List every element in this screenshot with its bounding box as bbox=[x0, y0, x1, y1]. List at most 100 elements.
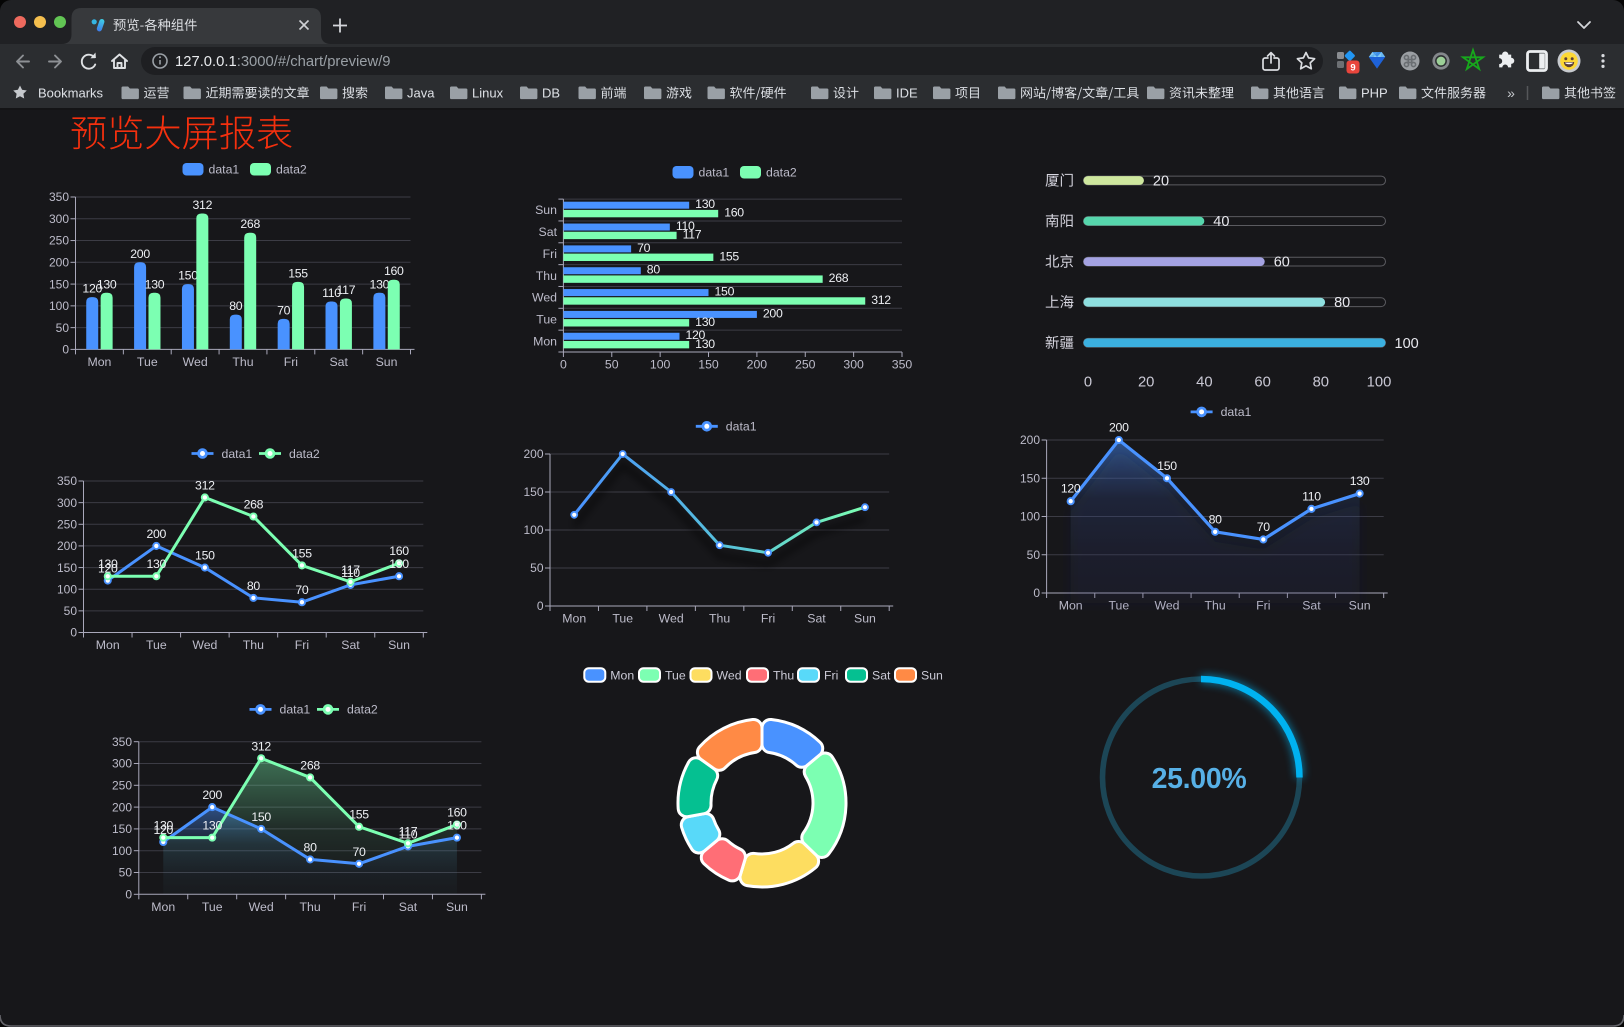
svg-text:0: 0 bbox=[560, 358, 567, 372]
svg-text:Mon: Mon bbox=[96, 638, 120, 652]
svg-text:data1: data1 bbox=[726, 420, 757, 434]
svg-text:312: 312 bbox=[195, 478, 215, 492]
svg-text:250: 250 bbox=[112, 779, 132, 793]
svg-text:IDE: IDE bbox=[896, 86, 918, 101]
svg-text:130: 130 bbox=[370, 277, 390, 291]
svg-text:Sun: Sun bbox=[388, 638, 410, 652]
svg-text:Wed: Wed bbox=[532, 291, 557, 305]
svg-text:80: 80 bbox=[1313, 375, 1329, 391]
svg-text:0: 0 bbox=[70, 626, 77, 640]
svg-text:155: 155 bbox=[288, 266, 308, 280]
svg-text:80: 80 bbox=[1334, 295, 1350, 311]
svg-text:Thu: Thu bbox=[536, 269, 557, 283]
svg-text:data1: data1 bbox=[280, 703, 311, 717]
svg-text:150: 150 bbox=[49, 277, 69, 291]
svg-text:150: 150 bbox=[1157, 459, 1177, 473]
svg-text:70: 70 bbox=[637, 241, 651, 255]
svg-text:PHP: PHP bbox=[1361, 86, 1388, 101]
svg-text:300: 300 bbox=[57, 496, 77, 510]
svg-text:Fri: Fri bbox=[295, 638, 309, 652]
svg-text:300: 300 bbox=[843, 358, 864, 372]
svg-text:100: 100 bbox=[1020, 510, 1040, 524]
svg-text:130: 130 bbox=[97, 277, 117, 291]
svg-text:150: 150 bbox=[698, 358, 719, 372]
svg-text:100: 100 bbox=[650, 358, 671, 372]
svg-text:250: 250 bbox=[57, 517, 77, 531]
svg-text:»: » bbox=[1507, 85, 1515, 101]
svg-text:data1: data1 bbox=[222, 447, 253, 461]
svg-text:160: 160 bbox=[724, 206, 744, 220]
svg-text:9: 9 bbox=[1350, 63, 1355, 74]
svg-text:40: 40 bbox=[1213, 214, 1229, 230]
svg-text:Thu: Thu bbox=[709, 612, 730, 626]
svg-text:200: 200 bbox=[202, 788, 222, 802]
svg-text:350: 350 bbox=[49, 190, 69, 204]
svg-text:130: 130 bbox=[695, 337, 715, 351]
svg-text:50: 50 bbox=[56, 321, 70, 335]
svg-text:Tue: Tue bbox=[202, 900, 223, 914]
svg-text:Wed: Wed bbox=[659, 612, 684, 626]
svg-text:Tue: Tue bbox=[612, 612, 633, 626]
svg-text:120: 120 bbox=[1061, 482, 1081, 496]
svg-text:Sat: Sat bbox=[399, 900, 418, 914]
svg-text:130: 130 bbox=[1350, 474, 1370, 488]
svg-text:80: 80 bbox=[304, 840, 318, 854]
svg-text:70: 70 bbox=[1257, 520, 1271, 534]
svg-text:DB: DB bbox=[542, 86, 560, 101]
svg-text:117: 117 bbox=[683, 228, 702, 242]
svg-text:Fri: Fri bbox=[761, 612, 775, 626]
svg-text:100: 100 bbox=[57, 582, 77, 596]
svg-text:Thu: Thu bbox=[243, 638, 264, 652]
svg-text:Mon: Mon bbox=[87, 355, 111, 369]
svg-text:100: 100 bbox=[523, 523, 543, 537]
svg-text:350: 350 bbox=[892, 358, 913, 372]
svg-text:250: 250 bbox=[795, 358, 816, 372]
svg-text:100: 100 bbox=[49, 299, 69, 313]
svg-text:25.00%: 25.00% bbox=[1152, 763, 1247, 795]
svg-text:130: 130 bbox=[146, 557, 166, 571]
svg-text:155: 155 bbox=[349, 808, 369, 822]
svg-text:200: 200 bbox=[1020, 433, 1040, 447]
svg-text:50: 50 bbox=[119, 866, 133, 880]
svg-text:Wed: Wed bbox=[717, 668, 742, 682]
svg-text:100: 100 bbox=[1367, 375, 1392, 391]
svg-text:268: 268 bbox=[300, 758, 320, 772]
svg-text:80: 80 bbox=[647, 263, 661, 277]
svg-text:200: 200 bbox=[763, 306, 783, 320]
svg-text:117: 117 bbox=[399, 824, 418, 838]
svg-text:110: 110 bbox=[1302, 489, 1321, 503]
svg-text:350: 350 bbox=[112, 735, 132, 749]
svg-text:Tue: Tue bbox=[137, 355, 158, 369]
svg-text:Thu: Thu bbox=[232, 355, 253, 369]
svg-text:Sat: Sat bbox=[329, 355, 348, 369]
svg-text:268: 268 bbox=[244, 497, 264, 511]
svg-text:300: 300 bbox=[112, 757, 132, 771]
svg-text:Thu: Thu bbox=[773, 668, 794, 682]
svg-text:Fri: Fri bbox=[824, 668, 838, 682]
svg-text:Fri: Fri bbox=[284, 355, 298, 369]
svg-text:40: 40 bbox=[1196, 375, 1212, 391]
svg-text:Mon: Mon bbox=[151, 900, 175, 914]
svg-text:120: 120 bbox=[153, 823, 173, 837]
svg-text:50: 50 bbox=[605, 358, 619, 372]
svg-text:117: 117 bbox=[337, 283, 356, 297]
svg-text:Fri: Fri bbox=[352, 900, 366, 914]
svg-text:160: 160 bbox=[389, 544, 409, 558]
svg-text:data1: data1 bbox=[699, 166, 730, 180]
svg-text:Sun: Sun bbox=[446, 900, 468, 914]
svg-text:100: 100 bbox=[112, 844, 132, 858]
svg-text:data2: data2 bbox=[289, 447, 320, 461]
svg-text:Sat: Sat bbox=[539, 225, 558, 239]
svg-text:200: 200 bbox=[49, 256, 69, 270]
svg-text:120: 120 bbox=[685, 328, 705, 342]
svg-text:data1: data1 bbox=[1221, 405, 1252, 419]
svg-text:data2: data2 bbox=[276, 163, 307, 177]
svg-text:0: 0 bbox=[1033, 586, 1040, 600]
svg-text:268: 268 bbox=[829, 271, 849, 285]
svg-text:Mon: Mon bbox=[533, 334, 557, 348]
svg-text:Mon: Mon bbox=[562, 612, 586, 626]
svg-text:200: 200 bbox=[112, 800, 132, 814]
svg-text:Tue: Tue bbox=[146, 638, 167, 652]
svg-text:Mon: Mon bbox=[610, 668, 634, 682]
svg-text:0: 0 bbox=[125, 888, 132, 902]
